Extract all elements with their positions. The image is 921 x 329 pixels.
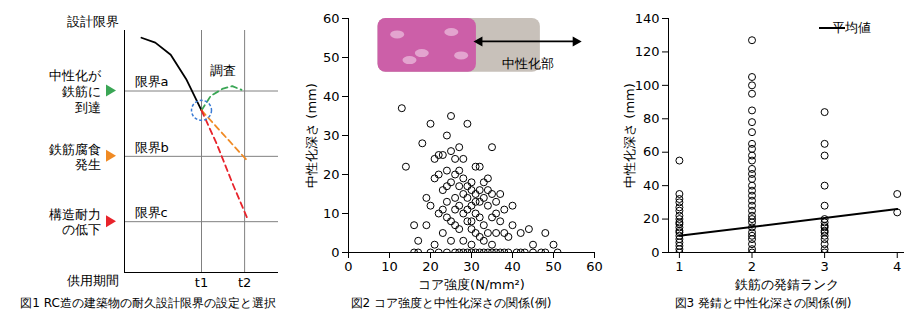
html-text:図1 RC造の建築物の耐久設計限界の設定と選択: 図1 RC造の建築物の耐久設計限界の設定と選択	[20, 296, 276, 310]
svg-text:40: 40	[643, 178, 660, 193]
svg-text:設計限界: 設計限界	[67, 14, 119, 29]
html-text:図2 コア強度と中性化深さの関係(例): 図2 コア強度と中性化深さの関係(例)	[350, 296, 552, 310]
svg-text:限界a: 限界a	[135, 74, 169, 89]
svg-text:50: 50	[323, 50, 340, 65]
svg-text:60: 60	[643, 144, 660, 159]
svg-text:60: 60	[323, 11, 340, 26]
svg-text:中性化が鉄筋に到達: 中性化が鉄筋に到達	[49, 68, 102, 114]
svg-text:中性化深さ (mm): 中性化深さ (mm)	[622, 83, 637, 188]
svg-text:20: 20	[323, 167, 340, 182]
svg-text:0: 0	[344, 259, 352, 274]
svg-text:コア強度(N/mm²): コア強度(N/mm²)	[418, 277, 525, 292]
svg-text:140: 140	[635, 11, 660, 26]
svg-text:限界b: 限界b	[135, 140, 169, 155]
svg-text:1: 1	[675, 259, 683, 274]
svg-text:t1: t1	[195, 275, 208, 290]
svg-text:鉄筋腐食発生: 鉄筋腐食発生	[49, 142, 101, 173]
svg-text:3: 3	[820, 259, 828, 274]
svg-text:供用期間: 供用期間	[67, 273, 119, 288]
svg-text:120: 120	[635, 44, 660, 59]
svg-text:20: 20	[422, 259, 439, 274]
svg-text:80: 80	[643, 111, 660, 126]
html-text:図3 発錆と中性化深さの関係(例): 図3 発錆と中性化深さの関係(例)	[674, 296, 852, 310]
svg-text:30: 30	[323, 128, 340, 143]
svg-text:中性化部: 中性化部	[502, 56, 554, 71]
svg-text:限界c: 限界c	[135, 205, 168, 220]
svg-text:40: 40	[323, 89, 340, 104]
svg-text:20: 20	[643, 211, 660, 226]
svg-text:鉄筋の発錆ランク: 鉄筋の発錆ランク	[735, 277, 839, 292]
svg-text:40: 40	[504, 259, 521, 274]
svg-text:10: 10	[323, 206, 340, 221]
svg-text:50: 50	[545, 259, 562, 274]
svg-text:平均値: 平均値	[832, 20, 871, 35]
svg-text:60: 60	[586, 259, 603, 274]
svg-text:4: 4	[893, 259, 901, 274]
svg-text:10: 10	[381, 259, 398, 274]
svg-text:中性化深さ (mm): 中性化深さ (mm)	[304, 83, 319, 188]
svg-text:2: 2	[748, 259, 756, 274]
svg-text:調査: 調査	[210, 63, 236, 78]
svg-text:30: 30	[463, 259, 480, 274]
svg-text:t2: t2	[238, 275, 251, 290]
svg-text:0: 0	[331, 245, 339, 260]
svg-text:0: 0	[651, 245, 659, 260]
svg-text:構造耐力の低下: 構造耐力の低下	[49, 207, 101, 238]
svg-text:100: 100	[635, 78, 660, 93]
